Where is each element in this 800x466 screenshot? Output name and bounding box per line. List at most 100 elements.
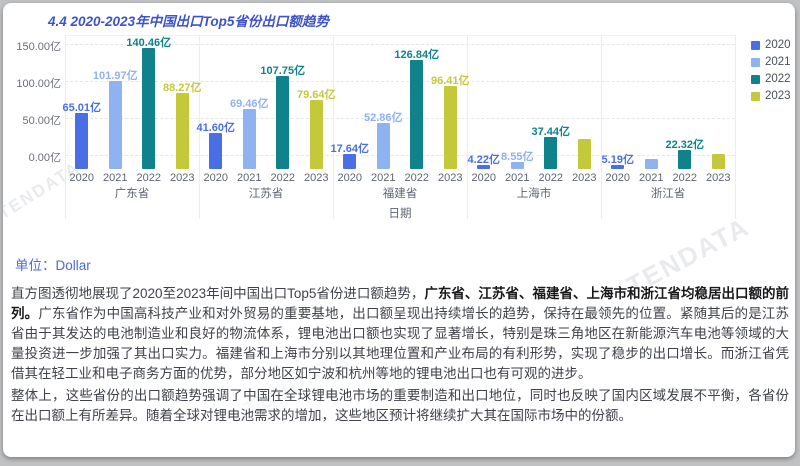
- group-separator: [601, 35, 602, 219]
- analysis-text: 直方图透彻地展现了2020至2023年间中国出口Top5省份进口额趋势，广东省、…: [11, 284, 789, 428]
- bar-2023-浙江省[interactable]: [711, 153, 725, 169]
- x-tick-2020: 2020: [203, 172, 228, 184]
- x-tick-2020: 2020: [337, 172, 362, 184]
- x-tick-2020: 2020: [471, 172, 496, 184]
- bar-value-label: 88.27亿: [162, 81, 202, 94]
- unit-value: Dollar: [55, 258, 91, 273]
- bar-2020-浙江省[interactable]: [611, 164, 625, 169]
- unit-label: 单位：: [15, 258, 56, 273]
- bar-value-label: 101.97亿: [92, 70, 138, 83]
- group-separator: [467, 35, 468, 219]
- bar-2021-浙江省[interactable]: [644, 159, 658, 169]
- x-tick-2023: 2023: [304, 172, 329, 184]
- legend-label: 2021: [765, 56, 791, 68]
- plot-right-border: [735, 35, 736, 219]
- x-tick-2022: 2022: [538, 172, 563, 184]
- bar-value-label: 126.84亿: [394, 48, 440, 61]
- x-tick-2023: 2023: [170, 172, 195, 184]
- category-label-浙江省: 浙江省: [650, 188, 686, 200]
- legend-swatch-2022: [751, 74, 760, 84]
- legend-swatch-2023: [751, 91, 760, 101]
- y-axis-tick: 100.00亿: [16, 78, 61, 90]
- paragraph-1: 直方图透彻地展现了2020至2023年间中国出口Top5省份进口额趋势，广东省、…: [11, 284, 789, 384]
- bar-value-label: 140.46亿: [126, 37, 172, 50]
- x-tick-2020: 2020: [69, 172, 94, 184]
- bar-2021-广东省[interactable]: [108, 81, 122, 169]
- bar-2020-广东省[interactable]: [75, 113, 89, 169]
- group-separator: [333, 35, 334, 219]
- bar-value-label: 4.22亿: [467, 154, 500, 167]
- bar-2023-广东省[interactable]: [175, 92, 189, 169]
- legend-item-2022[interactable]: 2022: [751, 73, 791, 85]
- p1-rest: 广东省作为中国高科技产业和对外贸易的重要基地，出口额呈现出持续增长的趋势，保持在…: [11, 306, 790, 381]
- x-tick-2021: 2021: [505, 172, 530, 184]
- bar-value-label: 22.32亿: [665, 138, 705, 151]
- x-axis-title: 日期: [388, 208, 412, 220]
- paragraph-2: 整体上，这些省份的出口额趋势强调了中国在全球锂电池市场的重要制造和出口地位，同时…: [11, 388, 789, 423]
- page-title: 4.4 2020-2023年中国出口Top5省份出口额趋势: [48, 14, 329, 29]
- y-axis-tick: 50.00亿: [22, 115, 61, 127]
- bar-2022-福建省[interactable]: [410, 59, 424, 169]
- category-label-福建省: 福建省: [382, 188, 418, 200]
- bar-2022-江苏省[interactable]: [276, 76, 290, 169]
- bar-2020-上海市[interactable]: [477, 165, 491, 169]
- x-tick-2021: 2021: [237, 172, 262, 184]
- bar-2021-福建省[interactable]: [376, 123, 390, 169]
- x-tick-2022: 2022: [270, 172, 295, 184]
- bar-value-label: 96.41亿: [430, 74, 470, 87]
- legend-swatch-2021: [751, 57, 760, 67]
- bar-value-label: 37.44亿: [531, 125, 571, 138]
- legend-label: 2023: [765, 90, 791, 102]
- bar-value-label: 41.60亿: [196, 122, 236, 135]
- bar-value-label: 8.55亿: [501, 150, 534, 163]
- x-tick-2021: 2021: [103, 172, 128, 184]
- bar-2020-福建省[interactable]: [343, 153, 357, 169]
- x-tick-2022: 2022: [136, 172, 161, 184]
- p1-pre: 直方图透彻地展现了2020至2023年间中国出口Top5省份进口额趋势，: [11, 286, 425, 301]
- bar-2022-浙江省[interactable]: [678, 149, 692, 169]
- x-tick-2021: 2021: [371, 172, 396, 184]
- x-tick-2022: 2022: [672, 172, 697, 184]
- legend-label: 2022: [765, 73, 791, 85]
- bar-value-label: 5.19亿: [601, 153, 634, 166]
- legend-item-2020[interactable]: 2020: [751, 39, 791, 51]
- x-tick-2023: 2023: [706, 172, 731, 184]
- legend-label: 2020: [765, 39, 791, 51]
- gridline-0.00亿: [65, 155, 735, 156]
- x-tick-2023: 2023: [572, 172, 597, 184]
- export-trend-bar-chart: 150.00亿 100.00亿 50.00亿 0.00亿 65.01亿 2020 101.9…: [3, 31, 795, 231]
- plot-left-border: [65, 35, 66, 219]
- bar-value-label: 52.86亿: [363, 112, 403, 125]
- p1-bold: 广东省、江苏省、福建省、上海市和浙江省均稳居出口额的前列。: [11, 286, 789, 321]
- group-separator: [199, 35, 200, 219]
- category-label-上海市: 上海市: [516, 188, 552, 200]
- bar-value-label: 79.64亿: [296, 89, 336, 102]
- bar-value-label: 17.64亿: [330, 142, 370, 155]
- bar-2021-江苏省[interactable]: [242, 109, 256, 169]
- legend-item-2021[interactable]: 2021: [751, 56, 791, 68]
- legend-item-2023[interactable]: 2023: [751, 90, 791, 102]
- bar-2021-上海市[interactable]: [510, 161, 524, 169]
- x-tick-2023: 2023: [438, 172, 463, 184]
- unit-line: 单位：Dollar: [15, 254, 91, 274]
- gridline-150.00亿: [65, 44, 735, 45]
- category-label-广东省: 广东省: [114, 188, 150, 200]
- y-axis-tick: 150.00亿: [16, 41, 61, 53]
- gridline-50.00亿: [65, 118, 735, 119]
- bar-2022-上海市[interactable]: [544, 136, 558, 169]
- bar-2022-广东省[interactable]: [142, 48, 156, 169]
- x-tick-2021: 2021: [639, 172, 664, 184]
- bar-2020-江苏省[interactable]: [209, 133, 223, 169]
- bar-value-label: 107.75亿: [260, 65, 306, 78]
- plot-top-border: [65, 35, 735, 36]
- legend-swatch-2020: [751, 40, 760, 50]
- bar-2023-上海市[interactable]: [577, 139, 591, 169]
- bar-value-label: 65.01亿: [62, 102, 102, 115]
- category-label-江苏省: 江苏省: [248, 188, 284, 200]
- x-tick-2020: 2020: [605, 172, 630, 184]
- y-axis-tick: 0.00亿: [28, 152, 61, 164]
- bar-2023-福建省[interactable]: [443, 85, 457, 169]
- gridline-100.00亿: [65, 81, 735, 82]
- bar-2023-江苏省[interactable]: [309, 100, 323, 169]
- x-tick-2022: 2022: [404, 172, 429, 184]
